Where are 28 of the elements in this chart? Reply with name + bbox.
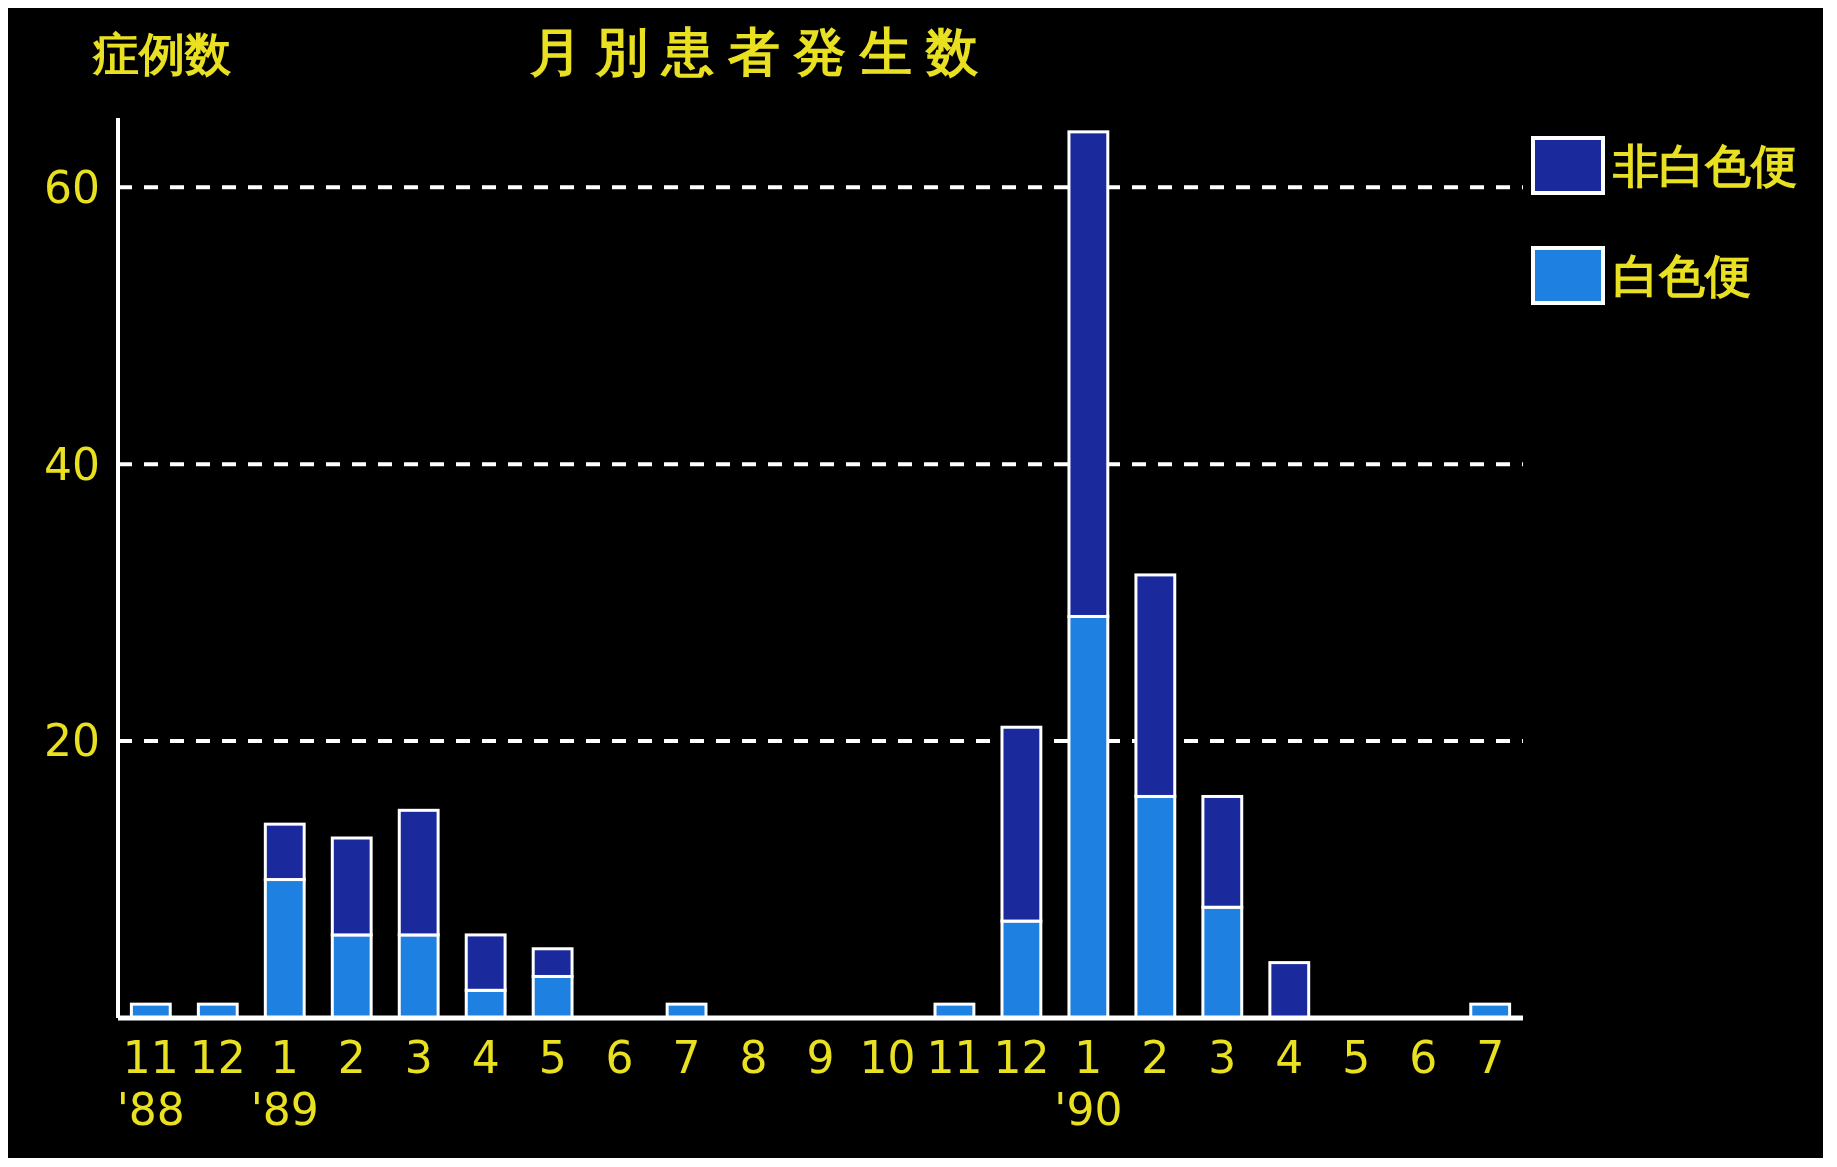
x-tick-label: 3	[1208, 1032, 1237, 1083]
legend-label: 非白色便	[1612, 139, 1797, 194]
x-tick-label: 2	[1141, 1032, 1170, 1083]
x-tick-label: 11	[926, 1032, 983, 1083]
x-tick-label: 11 '88	[116, 1032, 185, 1135]
x-tick-label: 7	[672, 1032, 701, 1083]
chart-title: 月別患者発生数	[528, 22, 992, 82]
x-tick-label: 6	[605, 1032, 634, 1083]
legend-label: 白色便	[1613, 249, 1751, 304]
x-tick-label: 5	[1342, 1032, 1371, 1083]
y-axis-title: 症例数	[92, 27, 232, 81]
x-tick-label: 7	[1476, 1032, 1505, 1083]
x-tick-label: 5	[538, 1032, 567, 1083]
x-tick-label: 2	[337, 1032, 366, 1083]
y-tick-label: 20	[44, 715, 100, 767]
x-tick-label: 8	[739, 1032, 768, 1083]
x-tick-label: 6	[1409, 1032, 1438, 1083]
x-tick-label: 1 '90	[1054, 1032, 1123, 1135]
x-tick-label: 4	[1275, 1032, 1304, 1083]
x-tick-label: 3	[404, 1032, 433, 1083]
x-tick-label: 12	[189, 1032, 246, 1083]
y-tick-label: 60	[44, 161, 100, 213]
y-tick-label: 40	[44, 438, 100, 490]
x-tick-label: 1 '89	[250, 1032, 319, 1135]
x-tick-label: 9	[806, 1032, 835, 1083]
x-tick-label: 12	[993, 1032, 1050, 1083]
x-tick-label: 4	[471, 1032, 500, 1083]
x-tick-label: 10	[859, 1032, 916, 1083]
